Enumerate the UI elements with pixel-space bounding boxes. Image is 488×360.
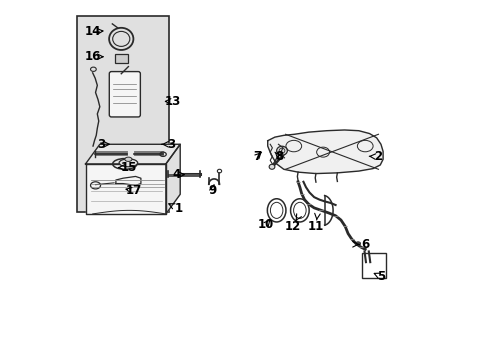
Text: 15: 15	[120, 161, 136, 174]
Bar	[362, 253, 385, 278]
Polygon shape	[165, 144, 180, 214]
Bar	[115, 54, 127, 63]
Text: 4: 4	[172, 168, 181, 181]
FancyBboxPatch shape	[109, 72, 140, 117]
Text: 17: 17	[125, 184, 142, 197]
Polygon shape	[85, 164, 165, 214]
Text: 6: 6	[360, 238, 368, 251]
Text: 13: 13	[164, 95, 181, 108]
Ellipse shape	[355, 242, 360, 246]
Text: 16: 16	[84, 50, 101, 63]
Text: 11: 11	[307, 220, 324, 233]
Ellipse shape	[119, 159, 138, 167]
Polygon shape	[85, 144, 180, 164]
Text: 2: 2	[374, 150, 382, 163]
Ellipse shape	[276, 146, 287, 155]
Ellipse shape	[124, 157, 132, 161]
Polygon shape	[267, 130, 382, 174]
Text: 1: 1	[174, 202, 182, 215]
Text: 5: 5	[376, 270, 384, 283]
Text: 8: 8	[275, 150, 283, 163]
Bar	[77, 16, 169, 212]
Text: 14: 14	[84, 25, 101, 38]
Text: 10: 10	[257, 218, 273, 231]
Text: 9: 9	[208, 184, 216, 197]
Text: 12: 12	[284, 220, 300, 233]
Ellipse shape	[268, 164, 274, 169]
Text: 3: 3	[97, 138, 105, 151]
Text: 3: 3	[167, 138, 175, 151]
Text: 7: 7	[252, 150, 261, 163]
